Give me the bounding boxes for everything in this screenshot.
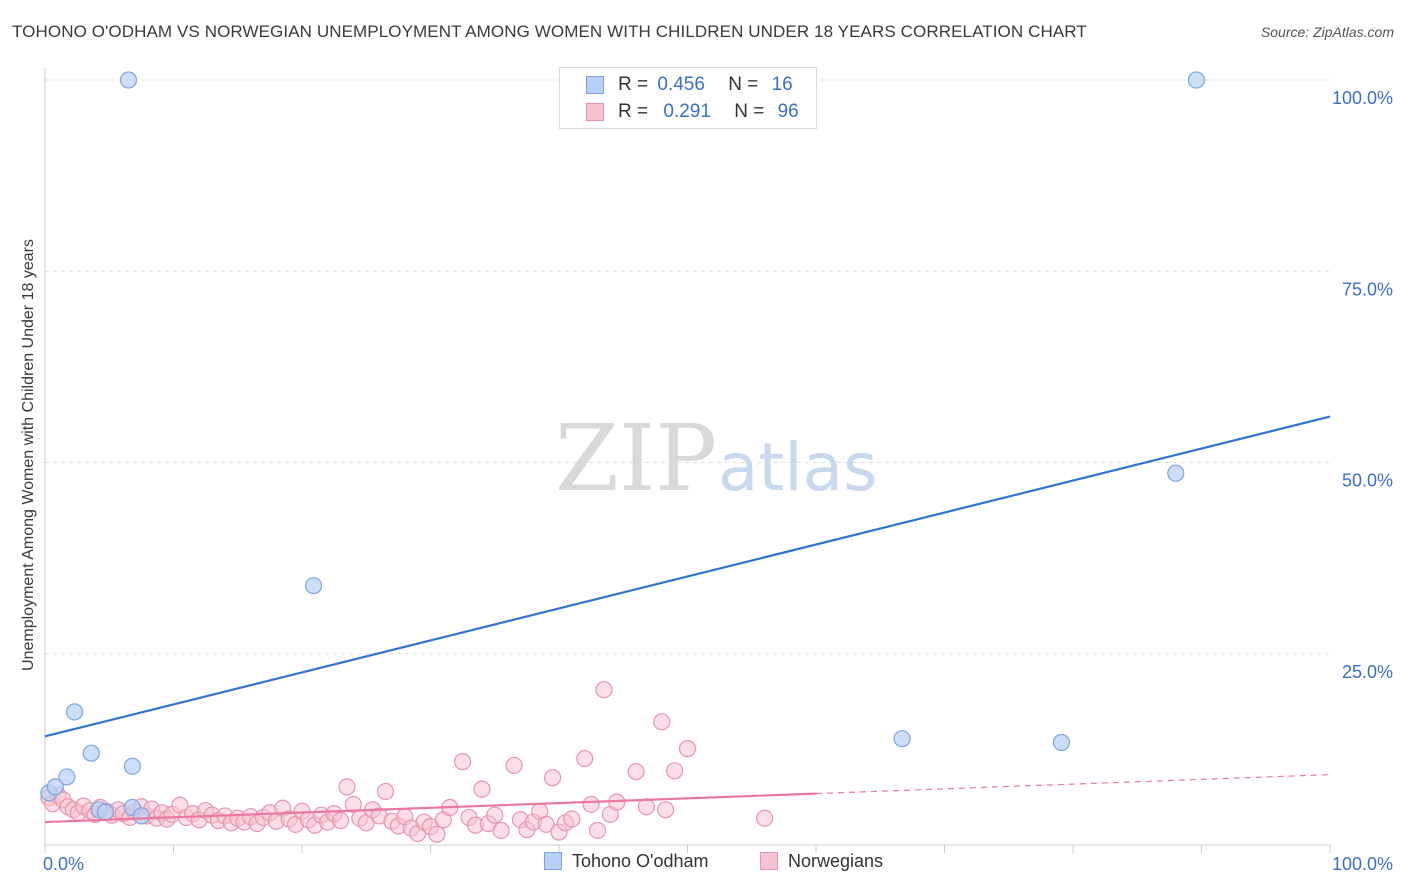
legend-r-value: 0.291 [663,101,711,122]
watermark: ZIP atlas [555,405,878,512]
bottom-legend-tohono: Tohono O'odham [544,851,709,872]
norwegians-point [454,753,472,771]
tick-labels: 25.0% 50.0% 75.0% 100.0% 0.0% 100.0% [43,88,1393,874]
norwegians-trend-line-dashed [815,774,1331,795]
legend-n-label: N = [728,74,759,95]
tohono-point [132,807,150,825]
y-tick-label: 75.0% [1342,279,1393,299]
norwegians-point [582,795,600,814]
legend-text-tohono: R = 0.456 N = 16 [618,74,793,96]
norwegians-point [492,821,510,840]
bottom-legend-swatch-tohono [544,852,562,870]
norwegians-point [678,740,697,758]
tohono-point [893,730,911,748]
bottom-legend-swatch-norwegians [760,852,778,870]
y-tick-label: 100.0% [1332,88,1393,108]
legend-r-value: 0.456 [657,74,705,95]
norwegians-point [666,762,684,780]
norwegians-point [376,782,395,801]
norwegians-point [653,713,671,731]
tohono-point [1167,464,1185,482]
norwegians-point [537,815,555,833]
x-tick-label: 0.0% [43,854,84,874]
trend-lines [44,415,1331,824]
legend-text-norwegians: R = 0.291 N = 96 [618,101,799,123]
norwegians-point [588,821,607,840]
norwegians-point [344,795,362,814]
norwegians-points [40,681,774,843]
tohono-point [123,757,141,775]
norwegians-point [331,811,350,830]
legend-swatch-tohono [586,76,604,94]
tohono-point [304,577,323,595]
norwegians-point [473,780,491,798]
legend-n-value: 96 [777,101,799,122]
tohono-point [1187,71,1205,89]
norwegians-point [637,798,655,816]
norwegians-point [338,778,356,796]
norwegians-point [657,801,675,819]
legend-n-value: 16 [771,74,793,95]
tohono-point [96,803,114,821]
chart-title: TOHONO O'ODHAM VS NORWEGIAN UNEMPLOYMENT… [12,22,1087,41]
legend-box: R = 0.456 N = 16 R = 0.291 N = 96 [559,67,817,129]
norwegians-point [563,810,581,828]
tohono-point [119,71,138,89]
tohono-point [82,744,100,762]
norwegians-point [543,769,562,787]
legend-n-label: N = [734,101,765,122]
bottom-legend-label-tohono: Tohono O'odham [572,851,709,871]
norwegians-point [428,825,446,843]
legend-r-label: R = [618,74,649,95]
norwegians-point [595,681,613,699]
norwegians-point [505,756,523,775]
legend-r-label: R = [618,101,649,122]
tohono-points [40,71,1205,825]
axes [44,68,1331,853]
y-tick-label: 25.0% [1342,662,1393,682]
y-tick-label: 50.0% [1342,471,1393,491]
x-tick-label: 100.0% [1332,854,1393,874]
tohono-point [46,778,64,796]
bottom-legend-label-norwegians: Norwegians [788,851,884,871]
norwegians-point [627,762,645,781]
watermark-atlas: atlas [718,429,878,506]
norwegians-point [486,806,504,824]
source-credit: Source: ZipAtlas.com [1260,24,1394,40]
bottom-legend-norwegians: Norwegians [760,851,883,872]
tohono-trend-line [44,415,1331,738]
norwegians-point [755,809,774,827]
tohono-point [1052,733,1071,752]
watermark-zip: ZIP [555,405,717,512]
gridlines [45,79,1330,655]
tohono-point [58,768,76,786]
norwegians-trend-line [44,792,817,824]
legend-swatch-norwegians [586,103,604,121]
tohono-point [65,703,84,721]
norwegians-point [576,749,594,768]
